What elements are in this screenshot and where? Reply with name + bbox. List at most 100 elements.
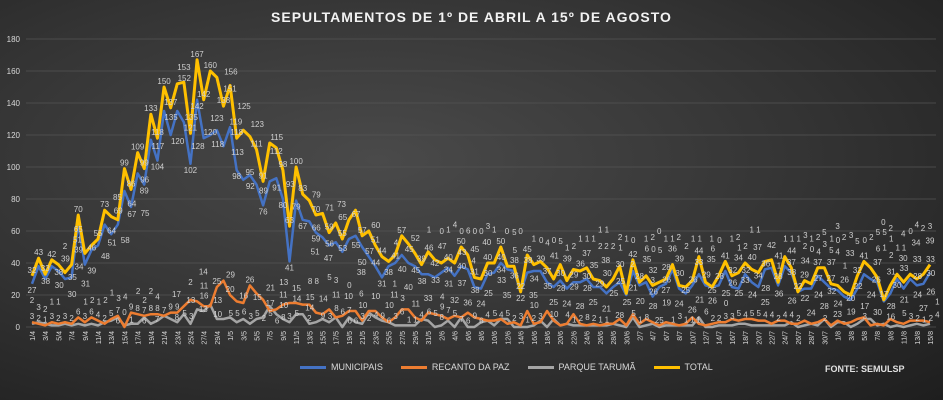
data-label: 33: [41, 264, 50, 273]
data-label: 55: [94, 229, 103, 238]
data-label: 34: [912, 239, 921, 248]
data-label: 2: [630, 260, 635, 269]
data-label: 30: [616, 260, 625, 269]
legend: MUNICIPAIS RECANTO DA PAZ PARQUE TARUMÃ TOT…: [300, 362, 713, 372]
data-label: 6: [466, 316, 471, 325]
x-tick-label: 17/5: [334, 331, 341, 345]
data-label: 1: [565, 243, 570, 252]
x-tick-label: 28/6: [611, 331, 618, 345]
data-label: 44: [694, 247, 703, 256]
data-label: 37: [543, 267, 552, 276]
x-tick-label: 29/4: [215, 331, 222, 345]
data-label: 96: [140, 175, 149, 184]
data-label: 38: [357, 268, 366, 277]
legend-item: MUNICIPAIS: [300, 362, 383, 372]
data-label: 5: [513, 246, 518, 255]
data-label: 26: [688, 305, 697, 314]
x-tick-label: 14/6: [519, 331, 526, 345]
data-label: 5: [493, 309, 498, 318]
data-label: 17: [860, 302, 869, 311]
data-label: 47: [438, 242, 447, 251]
x-tick-label: 26/7: [796, 331, 803, 345]
data-label: 10: [371, 292, 380, 301]
data-label: 2: [796, 314, 801, 323]
data-label: 117: [151, 142, 164, 151]
data-label: 89: [259, 187, 268, 196]
data-label: 93: [286, 180, 295, 189]
data-label: 1: [624, 234, 629, 243]
data-label: 3: [678, 312, 683, 321]
data-label: 4: [453, 221, 458, 230]
data-label: 4: [835, 248, 840, 257]
data-label: 10: [530, 301, 539, 310]
legend-label: RECANTO DA PAZ: [431, 362, 510, 372]
data-label: 5: [631, 309, 636, 318]
data-label: 1: [56, 297, 61, 306]
x-tick-label: 15/8: [928, 331, 935, 345]
data-label: 167: [190, 50, 204, 59]
data-label: 70: [74, 205, 83, 214]
series-lines: [30, 58, 932, 329]
data-label: 156: [224, 67, 238, 76]
data-label: 5: [902, 309, 907, 318]
x-tick-label: 10/7: [690, 331, 697, 345]
data-label: 25: [212, 277, 221, 286]
data-label: 28: [820, 302, 829, 311]
data-label: 33: [926, 255, 935, 264]
x-tick-label: 8/7: [677, 331, 684, 341]
data-label: 38: [384, 268, 393, 277]
series-line-recanto-da-paz: [31, 279, 931, 329]
data-label: 14: [199, 268, 208, 277]
data-label: 13: [186, 296, 195, 305]
x-tick-label: 7/5: [268, 331, 275, 341]
data-label: 26: [840, 275, 849, 284]
data-label: 63: [285, 216, 294, 225]
data-label: 0: [518, 227, 523, 236]
data-label: 1: [671, 315, 676, 324]
data-label: 51: [371, 235, 380, 244]
data-label: 2: [711, 314, 716, 323]
y-tick-label: 180: [7, 35, 21, 44]
data-label: 9: [175, 303, 180, 312]
data-label: 9: [321, 312, 326, 321]
data-label: 37: [813, 258, 822, 267]
data-label: 1: [797, 234, 802, 243]
data-label: 20: [226, 285, 235, 294]
x-tick-label: 8/6: [479, 331, 486, 341]
x-tick-label: 7/8: [875, 331, 882, 341]
x-tick-label: 5/5: [255, 331, 262, 341]
data-label: 4: [770, 311, 775, 320]
data-label: 8: [645, 313, 650, 322]
x-tick-label: 25/5: [387, 331, 394, 345]
data-label: 1: [664, 234, 669, 243]
data-label: 15: [306, 293, 315, 302]
y-tick-label: 160: [7, 67, 21, 76]
data-label: 28: [576, 302, 585, 311]
data-label: 43: [458, 248, 467, 257]
data-label: 121: [184, 123, 198, 132]
data-label: 2: [776, 314, 781, 323]
data-label: 25: [655, 316, 664, 325]
x-tick-label: 25/4: [188, 331, 195, 345]
data-label: 40: [457, 262, 466, 271]
data-label: 40: [497, 253, 506, 262]
data-label: 1: [407, 315, 412, 324]
data-label: 10: [213, 310, 222, 319]
y-tick-label: 60: [11, 227, 20, 236]
x-tick-label: 3/4: [43, 331, 50, 341]
data-label: 6: [479, 316, 484, 325]
data-label: 3: [863, 312, 868, 321]
data-label: 1: [110, 288, 115, 297]
data-label: 2: [717, 314, 722, 323]
data-label: 28: [583, 284, 592, 293]
data-label: 5: [658, 246, 663, 255]
data-label: 2: [532, 314, 537, 323]
data-label: 0: [552, 236, 557, 245]
data-label: 34: [75, 263, 84, 272]
data-label: 26: [649, 287, 658, 296]
data-label: 38: [601, 256, 610, 265]
data-label: 1: [889, 234, 894, 243]
data-label: 2: [36, 314, 41, 323]
data-label: 120: [204, 128, 218, 137]
